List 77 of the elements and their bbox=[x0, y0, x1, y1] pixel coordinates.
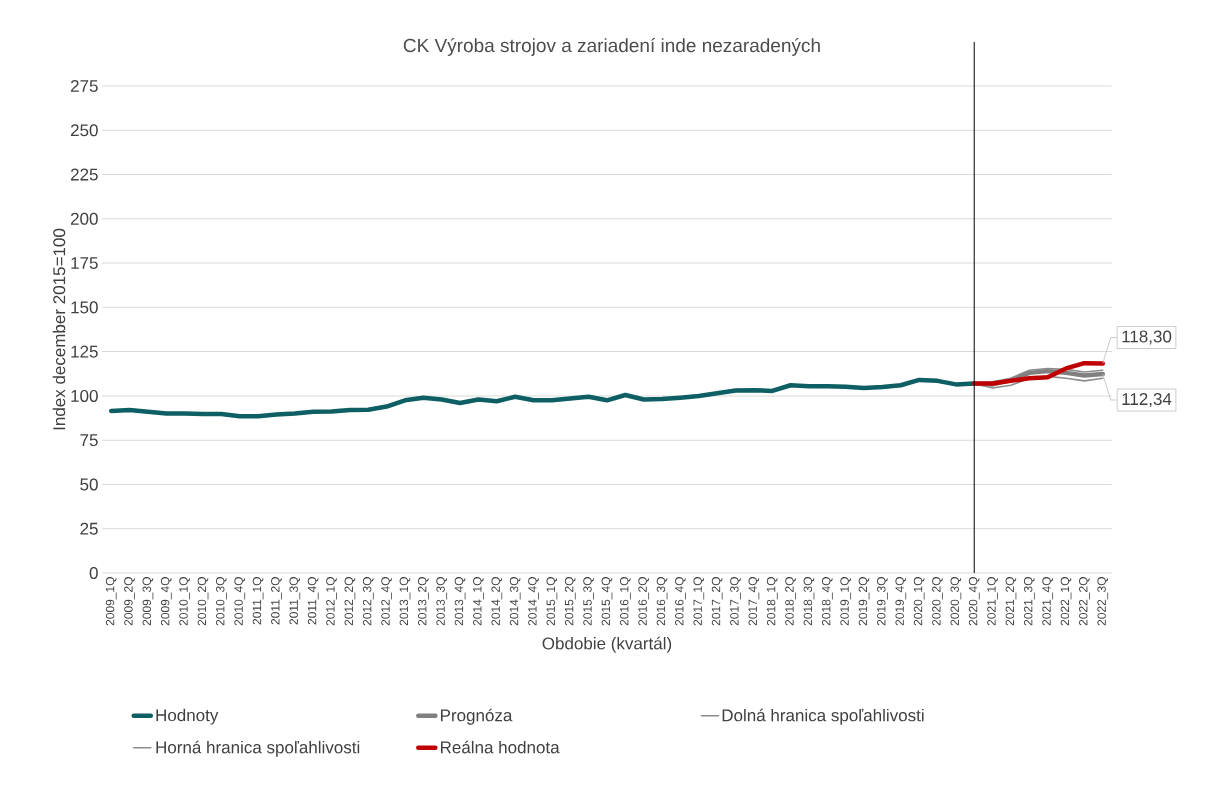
x-tick-label: 2014_2Q bbox=[491, 577, 503, 626]
x-tick-label: 2013_2Q bbox=[417, 577, 429, 626]
legend-label: Horná hranica spoľahlivosti bbox=[156, 740, 360, 757]
x-tick-label: 2009_3Q bbox=[142, 577, 154, 626]
y-tick-label: 0 bbox=[89, 566, 98, 580]
x-tick-label: 2011_3Q bbox=[289, 577, 301, 625]
x-tick-label: 2013_3Q bbox=[436, 577, 448, 626]
x-tick-label: 2012_2Q bbox=[344, 577, 356, 626]
x-tick-label: 2018_1Q bbox=[766, 577, 778, 626]
x-tick-label: 2015_4Q bbox=[601, 577, 613, 626]
x-tick-label: 2020_2Q bbox=[932, 577, 943, 626]
x-tick-label: 2015_3Q bbox=[583, 577, 594, 626]
x-tick-label: 2009_2Q bbox=[124, 577, 135, 626]
x-tick-label: 2017_4Q bbox=[748, 577, 760, 626]
x-tick-label: 2011_4Q bbox=[307, 577, 319, 625]
x-tick-label: 2021_3Q bbox=[1023, 577, 1035, 626]
x-tick-label: 2021_4Q bbox=[1042, 577, 1054, 626]
x-tick-label: 2018_4Q bbox=[821, 577, 833, 626]
y-tick-label: 50 bbox=[80, 478, 98, 491]
x-tick-label: 2019_1Q bbox=[840, 577, 852, 626]
data-label: 118,30 bbox=[1122, 330, 1172, 345]
x-tick-label: 2012_1Q bbox=[326, 577, 337, 626]
x-tick-label: 2015_1Q bbox=[546, 577, 558, 626]
x-tick-label: 2021_1Q bbox=[987, 577, 998, 626]
y-tick-label: 25 bbox=[80, 522, 98, 535]
x-tick-label: 2017_2Q bbox=[711, 577, 723, 626]
x-tick-label: 2018_2Q bbox=[785, 577, 796, 626]
x-tick-label: 2015_2Q bbox=[564, 577, 576, 626]
x-tick-label: 2020_1Q bbox=[913, 577, 925, 626]
x-tick-label: 2020_4Q bbox=[968, 577, 980, 626]
y-tick-label: 275 bbox=[70, 79, 98, 93]
x-tick-label: 2022_3Q bbox=[1097, 577, 1109, 626]
y-tick-label: 100 bbox=[71, 389, 98, 402]
x-tick-label: 2019_3Q bbox=[877, 577, 888, 626]
y-tick-label: 125 bbox=[71, 345, 98, 358]
x-tick-label: 2022_2Q bbox=[1079, 577, 1090, 626]
y-tick-label: 250 bbox=[70, 124, 98, 137]
x-tick-label: 2010_3Q bbox=[215, 577, 227, 626]
x-tick-label: 2017_1Q bbox=[693, 577, 705, 626]
x-tick-label: 2021_2Q bbox=[1005, 577, 1017, 626]
x-tick-label: 2022_1Q bbox=[1060, 577, 1072, 626]
x-tick-label: 2016_4Q bbox=[675, 577, 686, 626]
x-tick-label: 2014_3Q bbox=[509, 577, 521, 626]
y-tick-label: 200 bbox=[70, 212, 98, 225]
x-tick-label: 2016_3Q bbox=[656, 577, 668, 626]
x-tick-label: 2009_4Q bbox=[160, 577, 172, 626]
y-axis-title: Index december 2015=100 bbox=[52, 228, 66, 430]
legend-label: Hodnoty bbox=[156, 708, 219, 725]
x-tick-label: 2011_2Q bbox=[271, 577, 282, 625]
x-axis-title: Obdobie (kvartál) bbox=[542, 636, 672, 653]
x-tick-label: 2016_1Q bbox=[619, 577, 631, 626]
x-tick-label: 2010_4Q bbox=[234, 577, 246, 626]
y-tick-label: 75 bbox=[80, 434, 98, 447]
x-tick-label: 2019_2Q bbox=[858, 577, 870, 626]
legend-label: Dolná hranica spoľahlivosti bbox=[722, 708, 924, 725]
legend-label: Reálna hodnota bbox=[441, 740, 560, 754]
x-tick-label: 2017_3Q bbox=[730, 577, 741, 626]
x-tick-label: 2013_1Q bbox=[399, 577, 411, 626]
legend-label: Prognóza bbox=[441, 708, 513, 725]
x-tick-label: 2014_1Q bbox=[473, 577, 484, 626]
x-tick-label: 2019_4Q bbox=[895, 577, 907, 626]
y-tick-label: 150 bbox=[71, 301, 98, 314]
x-tick-label: 2020_3Q bbox=[950, 577, 962, 626]
x-tick-label: 2010_2Q bbox=[197, 577, 209, 626]
chart-title: CK Výroba strojov a zariadení inde nezaradených bbox=[403, 38, 820, 56]
x-tick-label: 2011_1Q bbox=[252, 577, 264, 625]
x-tick-label: 2009_1Q bbox=[105, 577, 117, 626]
y-tick-label: 225 bbox=[70, 168, 98, 181]
data-label: 112,34 bbox=[1122, 393, 1172, 408]
x-tick-label: 2012_4Q bbox=[381, 577, 393, 626]
x-tick-label: 2012_3Q bbox=[362, 577, 374, 626]
x-tick-label: 2010_1Q bbox=[179, 577, 191, 626]
x-tick-label: 2018_3Q bbox=[803, 577, 815, 626]
y-tick-label: 175 bbox=[71, 257, 98, 270]
x-tick-label: 2016_2Q bbox=[638, 577, 650, 626]
x-tick-label: 2014_4Q bbox=[528, 577, 539, 626]
x-tick-label: 2013_4Q bbox=[454, 577, 466, 626]
